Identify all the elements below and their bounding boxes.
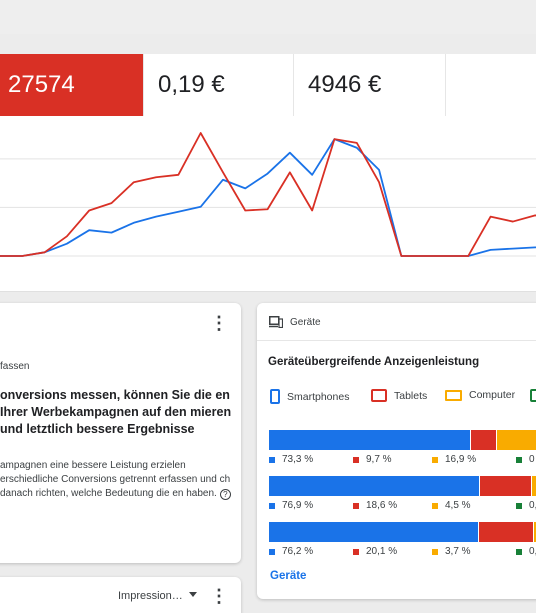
performance-chart: [0, 116, 536, 292]
dropdown-label: Impression…: [118, 590, 183, 602]
bar-label: 0,: [516, 546, 536, 557]
bar-label-text: 0,: [529, 546, 536, 557]
bar-label: 76,9 %: [269, 500, 313, 511]
bar-segment[interactable]: [269, 522, 478, 542]
bar-label: 3,7 %: [432, 546, 471, 557]
legend-swatch: [353, 456, 359, 463]
bar-label-text: 76,9 %: [282, 500, 314, 511]
computer-icon: [445, 389, 462, 401]
legend-swatch: [432, 502, 438, 509]
devices-card-header: Geräte: [257, 303, 536, 341]
metric-card-cost[interactable]: 4946 €: [293, 54, 445, 116]
bar-label: 4,5 %: [432, 500, 471, 511]
bar-segment[interactable]: [470, 430, 497, 450]
legend-tablets: Tablets: [371, 389, 427, 402]
metric-value: 4946 €: [308, 71, 382, 98]
bar-label: 18,6 %: [353, 500, 397, 511]
legend-smartphones: Smartphones: [270, 389, 349, 404]
legend-swatch: [269, 548, 275, 555]
bar-segment[interactable]: [480, 476, 531, 496]
devices-card-header-label: Geräte: [290, 317, 321, 328]
metric-value: 27574: [8, 71, 75, 98]
bar-labels: 76,2 % 20,1 % 3,7 % 0,: [269, 546, 536, 558]
legend-swatch: [269, 456, 275, 463]
card-description: ampagnen eine bessere Leistung erzielen …: [0, 459, 238, 501]
metric-card-clicks[interactable]: 27574: [0, 54, 143, 116]
legend-tv: [530, 389, 536, 402]
line-chart-svg: [0, 132, 536, 257]
legend-swatch: [353, 502, 359, 509]
bar-label: 0: [516, 454, 535, 465]
conversion-tracking-card: ⋮ fassen onversions messen, können Sie d…: [0, 303, 241, 563]
bar-label-text: 0,: [529, 500, 536, 511]
bar-label: 20,1 %: [353, 546, 397, 557]
devices-card-title: Geräteübergreifende Anzeigenleistung: [268, 356, 480, 368]
bar-label-text: 4,5 %: [445, 500, 471, 511]
bar-label: 73,3 %: [269, 454, 313, 465]
legend-swatch: [353, 548, 359, 555]
bar-segment[interactable]: [497, 430, 536, 450]
metric-card-empty[interactable]: [445, 54, 536, 116]
bar-segment[interactable]: [269, 430, 470, 450]
metric-card-avg-cpc[interactable]: 0,19 €: [143, 54, 293, 116]
legend-label: Computer: [469, 389, 516, 401]
legend-computer: Computer: [445, 389, 515, 401]
legend-swatch: [269, 502, 275, 509]
bar-label: 0,: [516, 500, 536, 511]
legend-swatch: [432, 548, 438, 555]
legend-swatch: [516, 502, 522, 509]
bar-label: 9,7 %: [353, 454, 392, 465]
bar-label-text: 16,9 %: [445, 454, 477, 465]
more-options-icon[interactable]: ⋮: [210, 313, 228, 333]
bar-labels: 73,3 % 9,7 % 16,9 % 0: [269, 454, 536, 466]
legend-swatch: [432, 456, 438, 463]
card-subtitle: fassen: [0, 361, 30, 372]
bar-label-text: 76,2 %: [282, 546, 314, 557]
bar-label-text: 20,1 %: [366, 546, 398, 557]
impressions-card: Impression… ⋮: [0, 577, 241, 613]
more-options-icon[interactable]: ⋮: [210, 586, 228, 606]
bar-label: 76,2 %: [269, 546, 313, 557]
device-bar[interactable]: [269, 522, 536, 542]
devices-card: Geräte Geräteübergreifende Anzeigenleist…: [257, 303, 536, 599]
bar-label-text: 0: [529, 454, 535, 465]
bar-label-text: 3,7 %: [445, 546, 471, 557]
card-headline: onversions messen, können Sie die en Ihr…: [0, 388, 232, 436]
bar-segment[interactable]: [269, 476, 480, 496]
bar-label-text: 18,6 %: [366, 500, 398, 511]
bar-segment[interactable]: [531, 476, 536, 496]
caret-down-icon: [188, 592, 197, 597]
bar-labels: 76,9 % 18,6 % 4,5 % 0,: [269, 500, 536, 512]
bar-label: 16,9 %: [432, 454, 476, 465]
smartphone-icon: [270, 389, 280, 404]
tablet-icon: [371, 389, 387, 402]
card-description-text: ampagnen eine bessere Leistung erzielen …: [0, 460, 231, 499]
legend-label: Tablets: [394, 389, 428, 402]
bar-segment[interactable]: [478, 522, 533, 542]
series-line-0: [0, 138, 536, 257]
legend-label: Smartphones: [287, 390, 350, 403]
devices-icon: [269, 316, 283, 328]
help-icon[interactable]: ?: [219, 489, 231, 500]
metrics-scorecard: 27574 0,19 € 4946 €: [0, 54, 536, 116]
metric-value: 0,19 €: [158, 71, 225, 98]
legend-swatch: [516, 548, 522, 555]
top-toolbar: [0, 0, 536, 34]
device-bar[interactable]: [269, 476, 536, 496]
bar-segment[interactable]: [533, 522, 536, 542]
device-bar[interactable]: [269, 430, 536, 450]
tv-icon: [530, 389, 536, 402]
bar-label-text: 73,3 %: [282, 454, 314, 465]
bar-label-text: 9,7 %: [366, 454, 392, 465]
legend-swatch: [516, 456, 522, 463]
devices-link[interactable]: Geräte: [270, 570, 307, 582]
series-line-1: [0, 132, 536, 257]
metric-dropdown[interactable]: Impression…: [118, 590, 197, 602]
